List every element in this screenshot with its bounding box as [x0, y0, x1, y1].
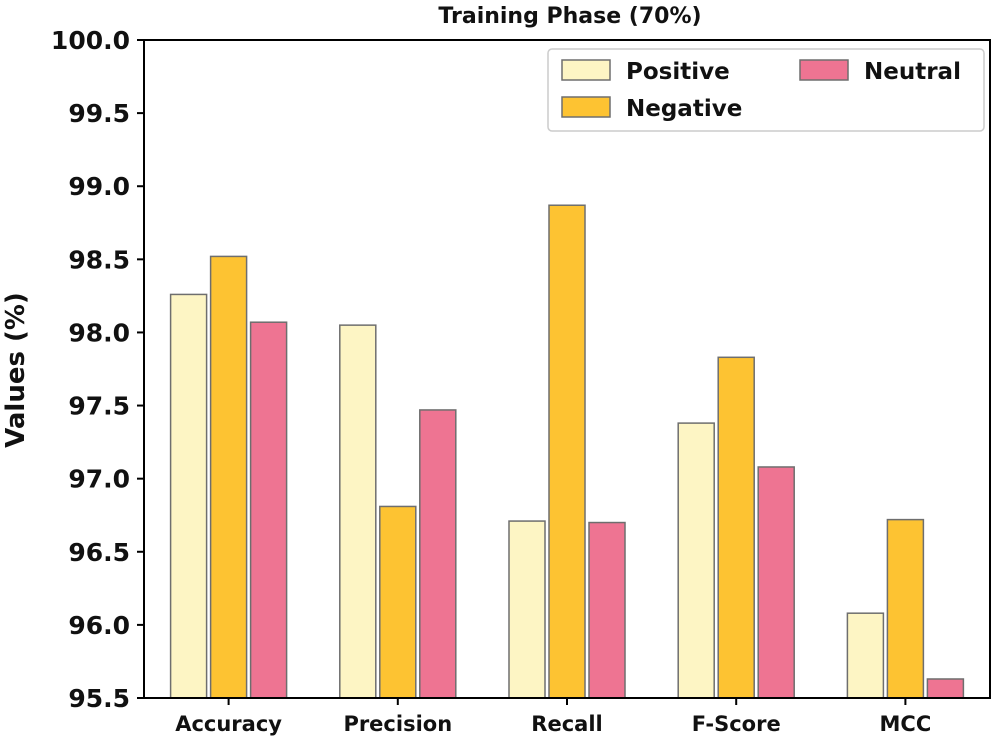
- y-tick-label: 99.5: [68, 99, 130, 128]
- y-tick-label: 96.5: [68, 538, 130, 567]
- x-tick-label: Precision: [343, 712, 452, 736]
- y-tick-label: 97.0: [68, 465, 130, 494]
- bar-negative-accuracy: [209, 255, 248, 699]
- legend-label-negative: Negative: [626, 96, 742, 122]
- y-tick-label: 99.0: [68, 172, 130, 201]
- y-tick-label: 98.5: [68, 245, 130, 274]
- bar-neutral-f-score: [757, 466, 795, 699]
- legend-label-neutral: Neutral: [864, 59, 961, 85]
- bar-neutral-mcc: [926, 678, 965, 699]
- y-tick-label: 100.0: [51, 26, 130, 55]
- bar-negative-f-score: [717, 356, 755, 699]
- bar-neutral-precision: [419, 409, 457, 699]
- x-tick-label: Accuracy: [175, 712, 282, 736]
- x-tick-label: Recall: [531, 712, 602, 736]
- bars-group: [169, 204, 965, 699]
- bar-positive-precision: [339, 324, 377, 699]
- legend-label-positive: Positive: [626, 59, 730, 85]
- bar-positive-mcc: [846, 612, 885, 699]
- legend: Positive Negative Neutral: [547, 48, 985, 132]
- bar-neutral-accuracy: [249, 321, 288, 699]
- x-tick-label: MCC: [880, 712, 932, 736]
- chart-title: Training Phase (70%): [438, 4, 701, 29]
- legend-swatch-neutral: [799, 59, 849, 81]
- bar-neutral-recall: [588, 521, 626, 699]
- bar-negative-mcc: [886, 518, 925, 699]
- x-tick-label: F-Score: [692, 712, 781, 736]
- plot-frame: [143, 39, 991, 699]
- bar-negative-recall: [548, 204, 586, 699]
- x-axis: Accuracy Precision Recall F-Score MCC: [175, 698, 931, 736]
- legend-box: [547, 48, 985, 132]
- bar-positive-recall: [508, 520, 546, 699]
- y-axis-label: Values (%): [1, 292, 31, 448]
- y-axis: 95.5 96.0 96.5 97.0 97.5 98.0 98.5 99.0 99.5 100.…: [51, 26, 144, 713]
- y-tick-label: 98.0: [68, 318, 130, 347]
- bar-positive-f-score: [677, 422, 715, 699]
- bar-negative-precision: [379, 505, 417, 699]
- y-tick-label: 97.5: [68, 392, 130, 421]
- y-tick-label: 95.5: [68, 684, 130, 713]
- bar-positive-accuracy: [169, 293, 208, 699]
- legend-swatch-positive: [561, 59, 611, 81]
- y-tick-label: 96.0: [68, 611, 130, 640]
- legend-swatch-negative: [561, 96, 611, 118]
